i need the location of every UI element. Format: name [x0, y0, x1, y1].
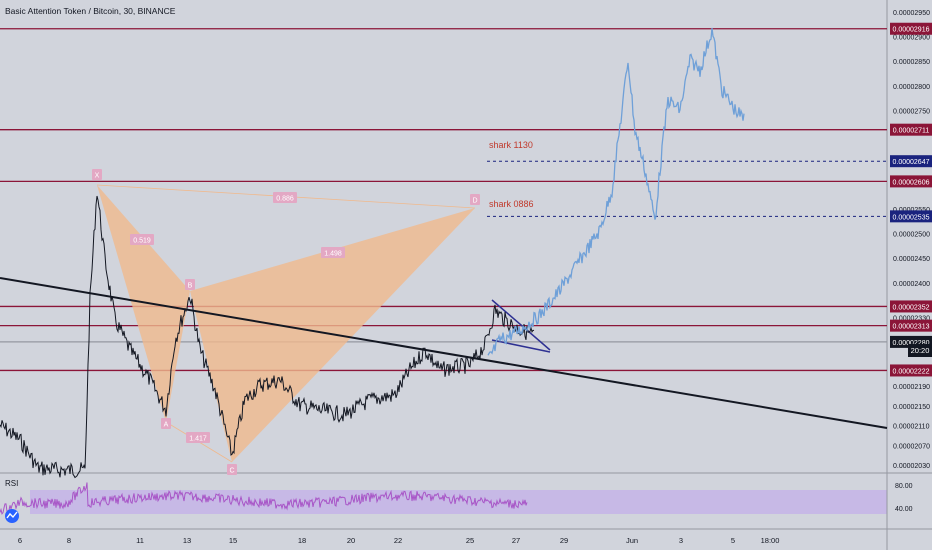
y-tick-label: 0.00002500	[893, 232, 930, 239]
pattern-point-label: B	[188, 283, 193, 290]
x-tick-label: 13	[183, 536, 191, 545]
projection-series	[487, 27, 745, 356]
price-level-tag	[890, 155, 932, 168]
pennant[interactable]	[491, 299, 551, 353]
x-tick-label: 20	[347, 536, 355, 545]
rsi-tick-label: 40.00	[895, 506, 913, 513]
pattern-point-label: A	[164, 422, 169, 429]
ratio-label: 0.519	[133, 238, 151, 245]
ratio-label: 0.886	[276, 196, 294, 203]
ratio-marker	[130, 234, 154, 245]
rsi-series	[0, 482, 528, 515]
y-tick-label: 0.00002400	[893, 281, 930, 288]
rsi-label: RSI	[5, 479, 18, 488]
shark-0886-label: shark 0886	[489, 199, 534, 209]
price-level-tag	[890, 319, 932, 332]
x-tick-label: Jun	[626, 536, 638, 545]
ratio-marker	[273, 192, 297, 203]
y-tick-label: 0.00002850	[893, 59, 930, 66]
price-level-tag	[890, 175, 932, 188]
pattern-point-marker	[92, 169, 102, 180]
x-tick-label: 25	[466, 536, 474, 545]
price-level-value: 0.00002711	[893, 128, 930, 135]
x-tick-label: 29	[560, 536, 568, 545]
countdown-tag	[908, 344, 932, 357]
x-tick-label: 27	[512, 536, 520, 545]
chart-title: Basic Attention Token / Bitcoin, 30, BIN…	[5, 6, 176, 16]
x-tick-label: 18	[298, 536, 306, 545]
price-level-tag	[890, 22, 932, 35]
y-tick-label: 0.00002330	[893, 315, 930, 322]
pattern-point-marker	[227, 464, 237, 475]
rsi-tick-label: 80.00	[895, 483, 913, 490]
x-tick-label: 8	[67, 536, 71, 545]
price-level-tag	[890, 210, 932, 223]
price-level-value: 0.00002222	[893, 368, 930, 375]
ratio-marker	[186, 432, 210, 443]
price-series	[0, 195, 535, 479]
pattern-point-label: D	[472, 198, 477, 205]
pattern-point-marker	[470, 194, 480, 205]
x-tick-label: 5	[731, 536, 735, 545]
x-tick-label: 18:00	[761, 536, 780, 545]
y-tick-label: 0.00002800	[893, 84, 930, 91]
pattern-point-marker	[161, 418, 171, 429]
y-tick-label: 0.00002150	[893, 404, 930, 411]
ratio-label: 1.498	[324, 251, 342, 258]
ratio-marker	[321, 247, 345, 258]
price-level-value: 0.00002606	[893, 179, 930, 186]
price-level-value: 0.00002647	[893, 159, 930, 166]
x-tick-label: 11	[136, 536, 144, 545]
x-tick-label: 22	[394, 536, 402, 545]
ratio-label: 1.417	[189, 436, 207, 443]
rsi-band	[30, 490, 887, 514]
pattern-point-label: C	[229, 468, 234, 475]
y-tick-label: 0.00002030	[893, 463, 930, 470]
price-level-value: 0.00002352	[893, 304, 930, 311]
price-level-value: 0.00002313	[893, 324, 930, 331]
price-level-value: 0.00002280	[893, 340, 930, 347]
price-level-value: 0.00002916	[893, 27, 930, 34]
countdown-text: 20:20	[911, 346, 930, 355]
y-tick-label: 0.00002450	[893, 256, 930, 263]
y-tick-label: 0.00002950	[893, 10, 930, 17]
x-tick-label: 6	[18, 536, 22, 545]
trend-line[interactable]	[0, 277, 888, 429]
price-level-tag	[890, 364, 932, 377]
y-tick-label: 0.00002110	[893, 424, 930, 431]
shark-1130-label: shark 1130	[489, 140, 533, 150]
y-tick-label: 0.00002900	[893, 35, 930, 42]
price-level-tag	[890, 123, 932, 136]
x-tick-label: 15	[229, 536, 237, 545]
pattern-point-label: X	[95, 173, 100, 180]
y-tick-label: 0.00002070	[893, 443, 930, 450]
pattern-point-marker	[185, 279, 195, 290]
x-tick-label: 3	[679, 536, 683, 545]
y-tick-label: 0.00002750	[893, 108, 930, 115]
y-tick-label: 0.00002190	[893, 384, 930, 391]
price-level-value: 0.00002535	[893, 214, 930, 221]
price-level-tag	[890, 300, 932, 313]
